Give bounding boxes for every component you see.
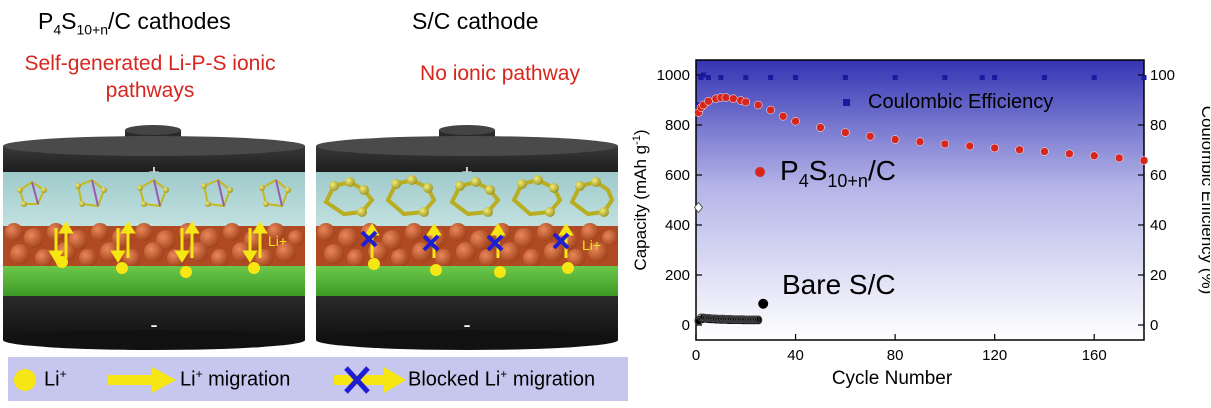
- y-right-tick-label: 60: [1150, 167, 1167, 184]
- series-0-point: [1141, 75, 1147, 80]
- y-right-tick-label: 20: [1150, 267, 1167, 284]
- series-0-point: [992, 75, 998, 80]
- series-0-point: [768, 75, 774, 80]
- series-1-point: [990, 143, 999, 153]
- series-1-point: [778, 112, 788, 121]
- series-1-point: [766, 105, 775, 115]
- series-1-point: [890, 135, 900, 144]
- first-cycle-point: [693, 201, 704, 214]
- y-left-tick-label: 200: [665, 267, 690, 284]
- y-left-tick-label: 1000: [657, 67, 690, 84]
- y-right-tick-label: 40: [1150, 217, 1167, 234]
- series-1-point: [841, 128, 850, 137]
- plot-frame: [695, 59, 1145, 341]
- y-left-tick-label: 800: [665, 117, 690, 134]
- series-label-ce: Coulombic Efficiency: [868, 91, 1053, 113]
- legend-li-ion: Li+: [44, 367, 67, 391]
- series-0-point: [743, 75, 749, 80]
- series-0-point: [718, 75, 724, 80]
- minus-sign: -: [150, 312, 157, 337]
- title-sc-cathode: S/C cathode: [412, 8, 539, 34]
- series-0-point: [942, 75, 948, 80]
- series-1-point: [1015, 145, 1024, 154]
- axes-ticks: 0 40 80 120 160 0 200 400 600 800 1000 0 20 40 60 80 100: [657, 67, 1175, 364]
- x-tick-label: 40: [787, 347, 804, 364]
- title-p4s-cathodes: P4S10+n/C cathodes: [38, 8, 231, 38]
- series-label-p4s: P4S10+n/C: [780, 155, 896, 191]
- series-0-point: [1041, 75, 1047, 80]
- series-1-point: [1065, 149, 1074, 158]
- series-1-point: [791, 117, 800, 126]
- y-left-tick-label: 0: [682, 317, 690, 334]
- series-3-point: [751, 315, 760, 324]
- y-right-tick-label: 0: [1150, 317, 1158, 334]
- battery-p4s-cathode: + -: [3, 125, 305, 350]
- legend-li-migration: Li+ migration: [180, 367, 291, 391]
- series-label-bare-sc: Bare S/C: [782, 269, 896, 300]
- series-1-point: [1114, 153, 1124, 163]
- ce-legend-marker: [843, 99, 850, 106]
- series-1-point: [940, 139, 950, 149]
- x-tick-label: 80: [887, 347, 904, 364]
- series-1-point: [1040, 147, 1049, 156]
- chart-marks: [693, 72, 1149, 326]
- p4s-legend-marker: [755, 167, 765, 177]
- series-0-point: [793, 75, 799, 80]
- y-left-tick-label: 600: [665, 167, 690, 184]
- battery-sc-cathode: + -: [316, 125, 618, 350]
- series-0-point: [700, 72, 706, 78]
- series-3-point: [754, 315, 763, 324]
- y-axis-label-right: Coulombic Efficiency (%): [1198, 106, 1210, 295]
- series-1-point: [753, 100, 763, 110]
- legend-bar: Li+ Li+ migration Blocked Li+ migration: [8, 357, 628, 401]
- legend-blocked-migration: Blocked Li+ migration: [408, 367, 596, 391]
- li-ion-label: Li+: [268, 233, 287, 249]
- series-3-point: [749, 315, 758, 324]
- series-0-point: [705, 75, 711, 80]
- series-1-point: [816, 123, 825, 132]
- x-tick-label: 160: [1082, 347, 1107, 364]
- x-tick-label: 0: [692, 347, 700, 364]
- label-self-generated-pathways: Self-generated Li-P-S ionic pathways: [24, 52, 276, 102]
- li-ion-label-2: Li+: [582, 237, 601, 253]
- x-axis-label: Cycle Number: [832, 368, 953, 389]
- migration-arrow-icon: [108, 367, 176, 393]
- series-1-point: [965, 141, 975, 151]
- minus-sign-2: -: [463, 312, 470, 337]
- series-1-point: [704, 97, 713, 106]
- li-ion-icon: [14, 369, 36, 391]
- label-no-ionic-pathway: No ionic pathway: [420, 62, 580, 85]
- x-tick-label: 120: [982, 347, 1007, 364]
- series-1-point: [1139, 156, 1149, 165]
- blocked-migration-icon: [334, 366, 406, 394]
- y-right-tick-label: 80: [1150, 117, 1167, 134]
- series-1-point: [721, 93, 731, 102]
- y-axis-label-left: Capacity (mAh g-1): [631, 129, 650, 270]
- series-0-point: [979, 75, 985, 80]
- series-0-point: [842, 75, 848, 80]
- series-1-point: [865, 132, 875, 141]
- capacity-chart: 0 40 80 120 160 0 200 400 600 800 1000 0 20 40 60 80 100…: [631, 59, 1210, 389]
- series-1-point: [1089, 151, 1099, 160]
- series-1-point: [915, 137, 925, 146]
- bare-sc-legend-marker: [758, 298, 769, 309]
- y-right-tick-label: 100: [1150, 67, 1175, 84]
- battery-illustrations: + -: [3, 125, 618, 350]
- series-0-point: [1091, 75, 1097, 80]
- series-0-point: [892, 75, 898, 80]
- y-left-tick-label: 400: [665, 217, 690, 234]
- series-1-point: [729, 94, 738, 103]
- series-1-point: [741, 97, 751, 107]
